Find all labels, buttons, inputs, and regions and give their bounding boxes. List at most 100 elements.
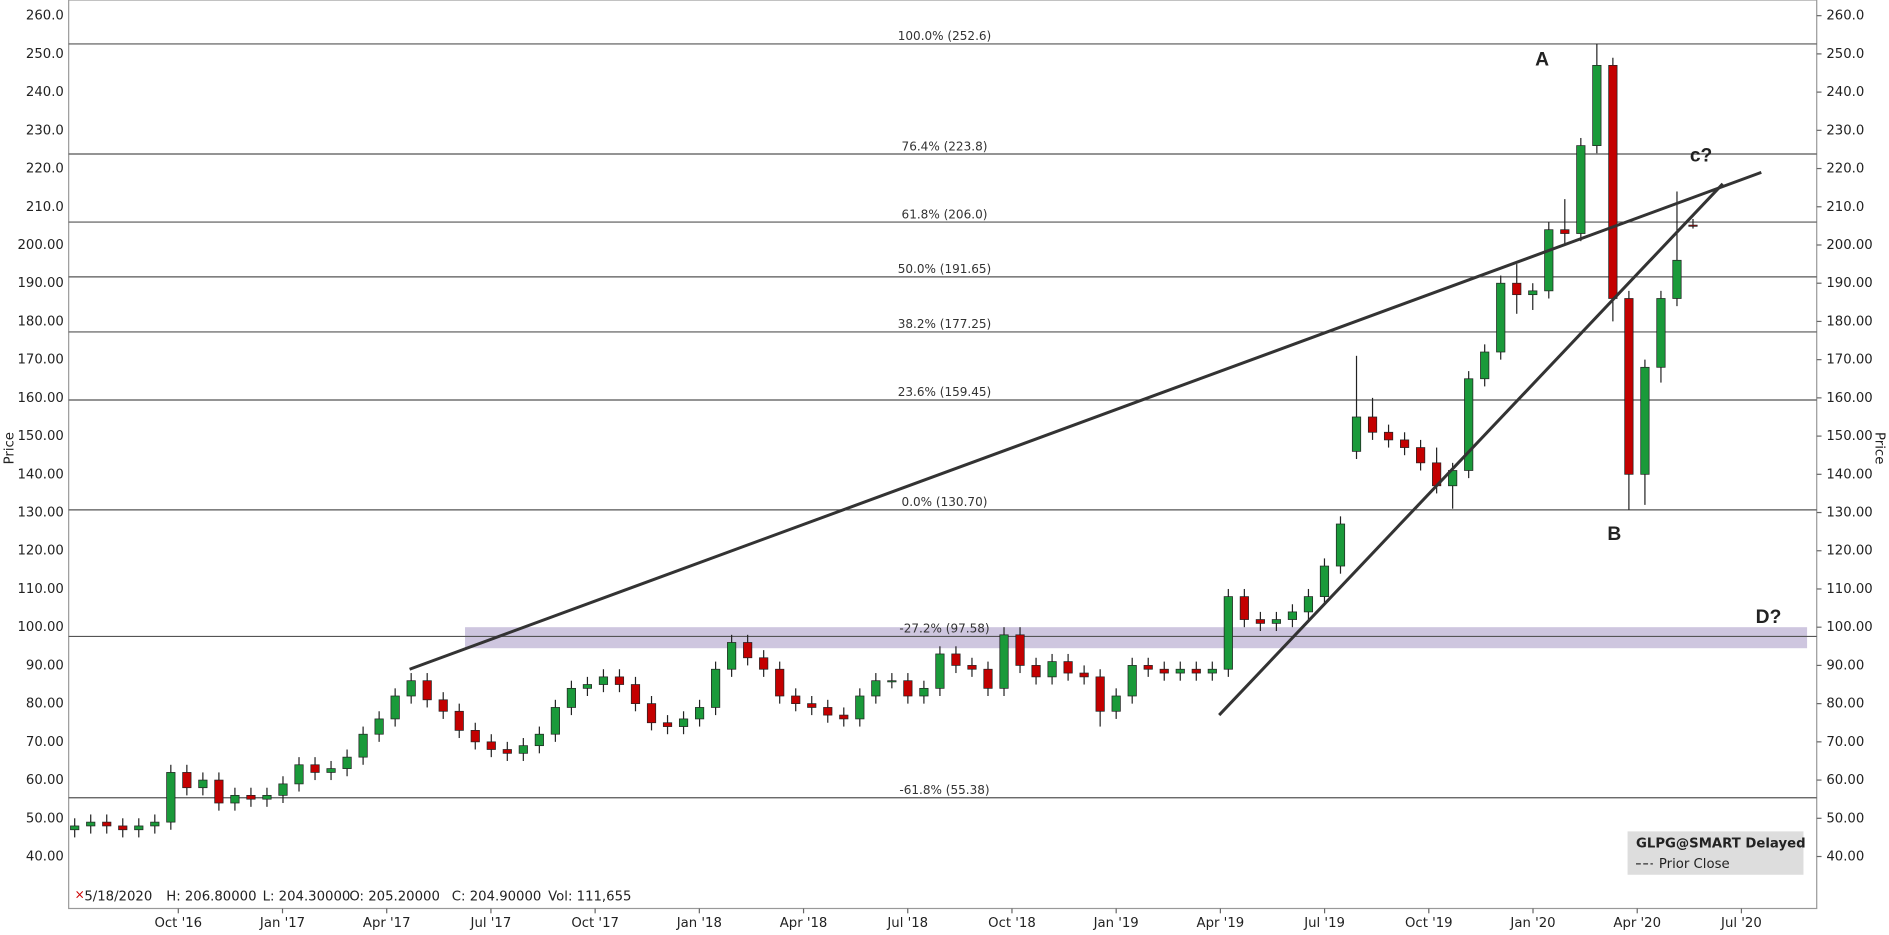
y-tick-label: 40.00	[26, 850, 64, 865]
candle-body	[1111, 695, 1121, 712]
candle-body	[967, 665, 977, 670]
candle-body	[1640, 366, 1650, 475]
y-tick-label: 180.00	[17, 314, 63, 329]
fib-label: 0.0% (130.70)	[902, 495, 988, 509]
candle-body	[1608, 64, 1618, 299]
y-tick-label-right: 260.0	[1826, 9, 1864, 24]
x-tick-label: Apr '18	[780, 916, 828, 931]
x-tick-label: Jan '20	[1509, 916, 1555, 931]
zone	[465, 627, 1808, 649]
candle-body	[1159, 668, 1169, 674]
y-tick-label: 190.00	[17, 276, 63, 291]
candle-body	[823, 707, 833, 716]
y-tick-label-right: 150.00	[1826, 429, 1872, 444]
candle-body	[102, 821, 112, 827]
candle-body	[1207, 668, 1217, 674]
y-tick-label: 70.00	[26, 735, 64, 750]
x-tick-label: Oct '16	[154, 916, 202, 931]
y-tick-label: 60.00	[26, 773, 64, 788]
candle-body	[935, 653, 945, 689]
fib-label: 100.0% (252.6)	[898, 29, 992, 43]
candle-body	[1383, 431, 1394, 441]
candle-body	[1351, 416, 1362, 452]
y-tick-label: 140.00	[17, 467, 63, 482]
candle-body	[198, 779, 208, 789]
candle-body	[1095, 676, 1105, 712]
candle-body	[711, 668, 721, 708]
candle-body	[839, 714, 849, 720]
candle-body	[1656, 298, 1666, 368]
y-tick-label-right: 50.00	[1826, 811, 1864, 826]
x-tick-label: Jan '18	[676, 916, 722, 931]
y-tick-label: 220.0	[26, 162, 64, 177]
candle-body	[182, 772, 192, 789]
candle-body	[1688, 224, 1698, 227]
candle-body	[1255, 619, 1265, 624]
candle-body	[1367, 416, 1378, 433]
legend-title: GLPG@SMART Delayed	[1636, 836, 1806, 851]
candle-body	[118, 825, 128, 831]
candle-body	[807, 703, 817, 708]
candle-body	[1672, 259, 1682, 299]
y-tick-label: 250.0	[26, 47, 64, 62]
fib-label: 76.4% (223.8)	[902, 139, 988, 153]
status-text: C: 204.90000	[452, 889, 542, 904]
x-tick-label: Apr '17	[363, 916, 411, 931]
x-tick-label: Oct '19	[1405, 916, 1453, 931]
candle-body	[326, 768, 336, 773]
candle-body	[1079, 672, 1089, 678]
candle-body	[1175, 668, 1185, 674]
y-tick-label: 130.00	[17, 506, 63, 521]
candle-body	[903, 680, 913, 697]
trend-line	[409, 170, 1762, 671]
y-tick-label-right: 250.0	[1826, 47, 1864, 62]
y-tick-label-right: 180.00	[1826, 314, 1872, 329]
x-tick-label: Oct '18	[988, 916, 1036, 931]
wave-label: A	[1535, 49, 1549, 70]
x-tick-label: Jul '19	[1303, 916, 1345, 931]
y-tick-label: 210.0	[26, 200, 64, 215]
x-tick-label: Jul '18	[886, 916, 928, 931]
candle-body	[598, 676, 609, 685]
candle-body	[695, 707, 705, 720]
candle-body	[1480, 351, 1490, 380]
candle-body	[1512, 282, 1522, 296]
candle-body	[1335, 523, 1346, 567]
candle-body	[678, 718, 689, 727]
y-tick-label-right: 240.0	[1826, 85, 1864, 100]
y-tick-label: 230.0	[26, 123, 64, 138]
candle-body	[646, 703, 657, 724]
fib-label: 38.2% (177.25)	[898, 317, 992, 331]
y-tick-label: 200.00	[17, 238, 63, 253]
y-tick-label-right: 110.00	[1826, 582, 1872, 597]
candle-body	[983, 668, 993, 689]
y-tick-label: 120.00	[17, 544, 63, 559]
wave-label: c?	[1690, 146, 1712, 167]
candle-body	[662, 722, 673, 727]
y-tick-label-right: 40.00	[1826, 850, 1864, 865]
x-tick-label: Jan '17	[259, 916, 305, 931]
candle-body	[166, 772, 176, 823]
y-tick-label-right: 140.00	[1826, 467, 1872, 482]
candle-body	[1560, 229, 1570, 234]
legend-item: Prior Close	[1659, 857, 1730, 872]
candle-body	[855, 695, 865, 720]
candle-body	[1319, 565, 1330, 597]
fib-label: 50.0% (191.65)	[898, 262, 992, 276]
y-tick-label-right: 100.00	[1826, 620, 1872, 635]
candle-body	[134, 825, 144, 831]
y-tick-label: 90.00	[26, 658, 64, 673]
candle-body	[630, 684, 641, 704]
y-axis-label: Price	[3, 432, 18, 464]
candle-body	[887, 680, 897, 683]
status-text: O: 205.20000	[349, 889, 440, 904]
candle-body	[919, 687, 929, 697]
wave-label: B	[1607, 524, 1621, 545]
x-tick-label: Apr '20	[1613, 916, 1661, 931]
candle-body	[1416, 447, 1426, 464]
candle-body	[470, 730, 480, 743]
candle-body	[727, 642, 737, 670]
candle-body	[582, 684, 592, 689]
y-tick-label: 160.00	[17, 391, 63, 406]
y-tick-label-right: 200.00	[1826, 238, 1872, 253]
